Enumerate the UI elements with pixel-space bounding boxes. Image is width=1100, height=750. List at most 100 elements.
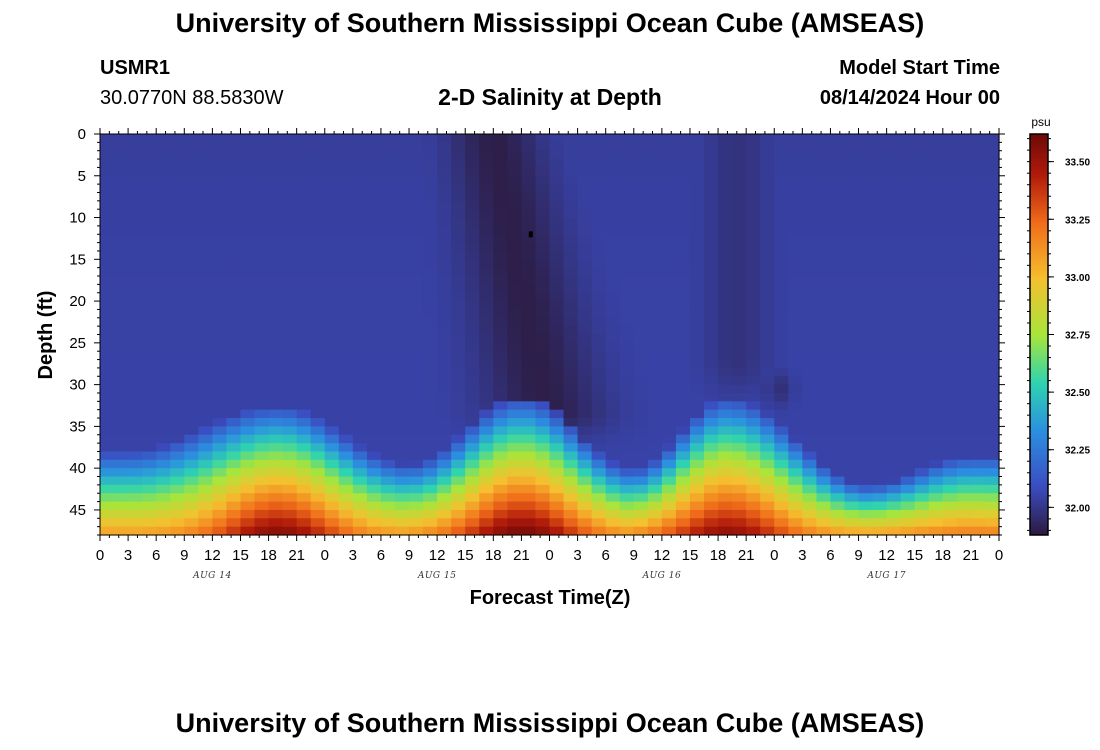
heatmap-cell [423,334,438,344]
heatmap-cell [282,392,298,402]
heatmap-cell [282,426,298,436]
heatmap-cell [760,509,775,519]
heatmap-cell [310,242,326,252]
colorbar-band [1030,474,1048,478]
heatmap-cell [675,484,691,494]
heatmap-cell [563,501,579,511]
heatmap-cell [338,134,354,143]
heatmap-cell [465,309,480,319]
heatmap-cell [563,284,579,294]
colorbar-band [1030,260,1048,263]
heatmap-cell [774,509,789,519]
heatmap-cell [549,200,565,210]
heatmap-cell [788,259,803,269]
colorbar-band [1030,356,1048,360]
heatmap-cell [437,418,452,427]
heatmap-cell [984,309,1000,319]
heatmap-cell [732,317,747,327]
heatmap-cell [577,175,593,185]
heatmap-cell [352,426,368,436]
colorbar-tick-label: 32.00 [1065,503,1090,514]
heatmap-cell [563,184,579,194]
heatmap-cell [423,376,438,386]
heatmap-cell [563,384,579,394]
colorbar-band [1030,366,1048,370]
heatmap-cell [254,234,270,244]
heatmap-cell [409,209,424,219]
heatmap-cell [549,426,565,436]
heatmap-cell [760,342,775,352]
heatmap-cell [507,192,523,202]
heatmap-cell [226,359,242,369]
heatmap-cell [689,192,705,202]
heatmap-cell [338,267,354,277]
heatmap-cell [226,217,242,227]
heatmap-cell [774,242,789,252]
heatmap-cell [760,267,775,277]
heatmap-cell [830,326,846,336]
heatmap-cell [942,476,958,486]
heatmap-cell [170,301,185,311]
heatmap-cell [170,184,185,194]
heatmap-cell [647,242,663,252]
heatmap-cell [788,468,803,478]
heatmap-cell [619,250,635,260]
heatmap-cell [844,376,860,386]
heatmap-cell [409,526,424,536]
heatmap-cell [282,167,298,177]
heatmap-cell [914,259,930,269]
heatmap-cell [240,326,256,336]
heatmap-cell [956,468,972,478]
heatmap-cell [254,217,270,227]
heatmap-cell [760,200,775,210]
heatmap-cell [788,359,803,369]
colorbar-band [1030,312,1048,315]
heatmap-cell [689,150,705,160]
heatmap-cell [549,342,565,352]
heatmap-cell [928,192,944,202]
heatmap-cell [352,242,368,252]
heatmap-cell [156,209,171,219]
heatmap-cell [928,384,944,394]
heatmap-cell [394,401,410,411]
heatmap-cell [689,200,705,210]
heatmap-cell [451,134,466,143]
heatmap-cell [605,317,621,327]
heatmap-cell [198,301,213,311]
heatmap-cell [156,234,171,244]
heatmap-cell [507,367,523,377]
heatmap-cell [479,526,494,536]
heatmap-cell [142,317,157,327]
heatmap-cell [394,234,410,244]
heatmap-cell [633,476,649,486]
heatmap-cell [732,509,747,519]
heatmap-cell [465,267,480,277]
heatmap-cell [591,134,607,143]
heatmap-cell [886,468,902,478]
heatmap-cell [198,418,213,427]
heatmap-cell [802,175,817,185]
heatmap-cell [521,326,537,336]
colorbar-band [1030,210,1048,213]
heatmap-cell [633,301,649,311]
heatmap-cell [240,501,256,511]
heatmap-cell [254,526,270,536]
heatmap-cell [128,234,143,244]
heatmap-cell [549,234,565,244]
heatmap-cell [633,234,649,244]
heatmap-cell [549,459,565,469]
heatmap-cell [324,209,340,219]
heatmap-cell [647,192,663,202]
heatmap-cell [100,292,115,302]
heatmap-cell [535,518,551,528]
heatmap-cell [816,317,832,327]
heatmap-cell [352,225,368,235]
heatmap-cell [591,317,607,327]
heatmap-cell [704,326,719,336]
heatmap-cell [647,159,663,169]
heatmap-cell [900,526,916,536]
heatmap-cell [310,184,326,194]
heatmap-cell [872,134,888,143]
heatmap-cell [184,509,199,519]
